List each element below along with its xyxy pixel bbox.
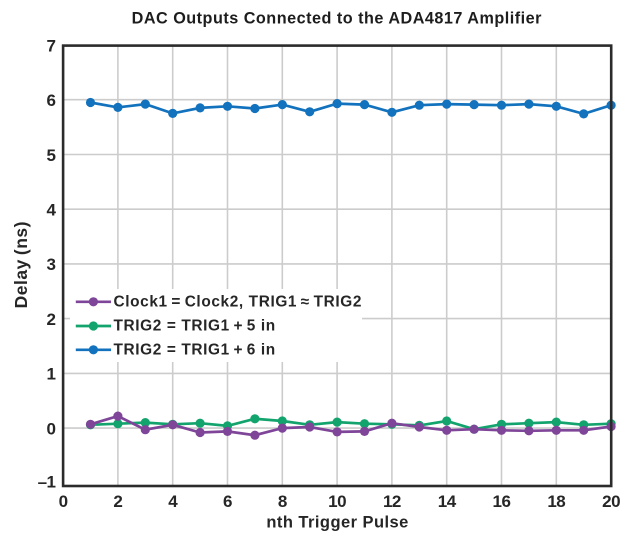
svg-text:DAC Outputs Connected to the A: DAC Outputs Connected to the ADA4817 Amp… — [132, 10, 543, 28]
svg-text:7: 7 — [47, 36, 56, 55]
svg-text:4: 4 — [168, 492, 178, 511]
svg-text:TRIG2 = TRIG1 + 6 in: TRIG2 = TRIG1 + 6 in — [114, 341, 276, 358]
svg-text:20: 20 — [602, 492, 620, 511]
svg-text:6: 6 — [47, 91, 56, 110]
svg-text:TRIG2 = TRIG1 + 5 in: TRIG2 = TRIG1 + 5 in — [114, 318, 276, 335]
svg-text:14: 14 — [438, 492, 457, 511]
svg-text:3: 3 — [47, 255, 56, 274]
svg-text:Clock1 = Clock2, TRIG1 ≈ TRIG2: Clock1 = Clock2, TRIG1 ≈ TRIG2 — [114, 293, 363, 310]
svg-text:2: 2 — [113, 492, 122, 511]
svg-text:1: 1 — [47, 365, 56, 384]
svg-text:Delay (ns): Delay (ns) — [11, 221, 31, 308]
svg-text:0: 0 — [59, 492, 68, 511]
svg-text:18: 18 — [547, 492, 565, 511]
svg-text:6: 6 — [223, 492, 232, 511]
svg-text:8: 8 — [278, 492, 287, 511]
svg-text:16: 16 — [493, 492, 511, 511]
svg-text:10: 10 — [328, 492, 346, 511]
svg-text:0: 0 — [47, 419, 56, 438]
svg-text:5: 5 — [47, 146, 56, 165]
svg-text:–1: –1 — [38, 473, 56, 492]
svg-text:4: 4 — [47, 201, 57, 220]
svg-text:12: 12 — [383, 492, 401, 511]
svg-text:2: 2 — [47, 310, 56, 329]
svg-text:nth Trigger Pulse: nth Trigger Pulse — [266, 513, 408, 531]
